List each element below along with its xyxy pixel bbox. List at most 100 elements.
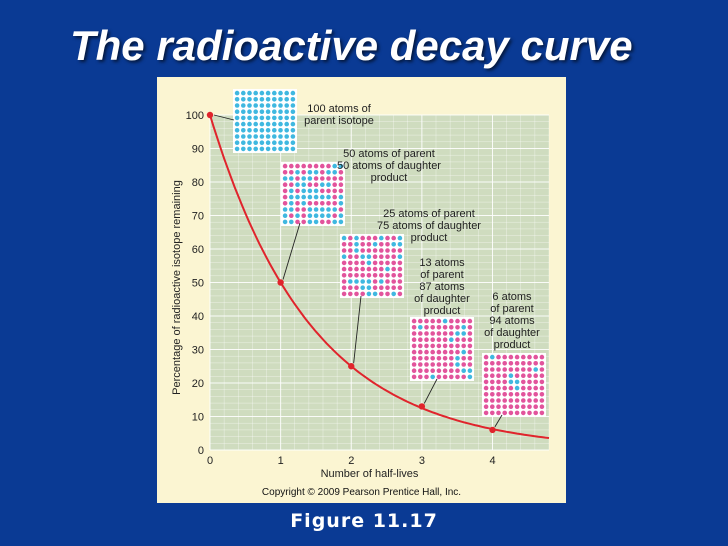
daughter-atom: [348, 235, 353, 241]
parent-atom: [284, 121, 289, 127]
daughter-atom: [436, 362, 442, 367]
parent-atom: [307, 194, 313, 200]
daughter-atom: [483, 367, 489, 372]
daughter-atom: [533, 404, 538, 410]
daughter-atom: [332, 188, 337, 194]
daughter-atom: [527, 361, 532, 366]
parent-atom: [289, 176, 294, 181]
daughter-atom: [391, 279, 396, 284]
daughter-atom: [539, 392, 545, 397]
parent-atom: [247, 97, 252, 102]
daughter-atom: [391, 260, 396, 266]
daughter-atom: [436, 331, 442, 336]
daughter-atom: [320, 219, 325, 225]
parent-atom: [259, 134, 265, 139]
parent-atom: [259, 97, 265, 102]
parent-atom: [253, 140, 258, 145]
daughter-atom: [430, 349, 436, 355]
daughter-atom: [455, 349, 460, 355]
parent-atom: [338, 163, 344, 169]
daughter-atom: [411, 325, 417, 330]
daughter-atom: [301, 170, 306, 175]
parent-atom: [278, 134, 283, 139]
parent-atom: [247, 134, 252, 139]
daughter-atom: [442, 362, 448, 367]
daughter-atom: [424, 349, 429, 355]
daughter-atom: [527, 410, 532, 416]
data-point: [206, 111, 214, 119]
parent-atom: [467, 368, 473, 374]
parent-atom: [442, 318, 448, 324]
daughter-atom: [521, 367, 526, 372]
parent-atom: [265, 146, 271, 152]
daughter-atom: [424, 331, 429, 336]
parent-atom: [234, 103, 240, 108]
daughter-atom: [348, 273, 353, 278]
daughter-atom: [391, 285, 396, 290]
daughter-atom: [424, 362, 429, 367]
parent-atom: [278, 115, 283, 121]
parent-atom: [290, 134, 296, 139]
daughter-atom: [449, 374, 454, 380]
parent-atom: [282, 213, 288, 218]
daughter-atom: [514, 404, 520, 410]
parent-atom: [307, 219, 313, 225]
daughter-atom: [338, 207, 344, 212]
daughter-atom: [379, 260, 384, 266]
parent-atom: [272, 121, 277, 127]
daughter-atom: [502, 367, 508, 372]
daughter-atom: [502, 385, 508, 391]
parent-atom: [290, 109, 296, 114]
parent-atom: [301, 176, 306, 181]
daughter-atom: [502, 361, 508, 366]
parent-atom: [247, 90, 252, 96]
daughter-atom: [360, 248, 365, 253]
parent-atom: [265, 128, 271, 133]
daughter-atom: [348, 248, 353, 253]
daughter-atom: [442, 368, 448, 374]
pointer-line: [282, 222, 301, 280]
daughter-atom: [307, 163, 313, 169]
daughter-atom: [289, 170, 294, 175]
daughter-atom: [341, 260, 347, 266]
parent-atom: [461, 331, 467, 336]
parent-atom: [253, 103, 258, 108]
daughter-atom: [502, 398, 508, 403]
daughter-atom: [338, 182, 344, 187]
y-tick-label: 30: [192, 345, 204, 357]
parent-atom: [490, 354, 495, 360]
daughter-atom: [366, 266, 372, 272]
y-tick-label: 10: [192, 412, 204, 424]
daughter-atom: [533, 379, 538, 385]
daughter-atom: [514, 367, 520, 372]
parent-atom: [301, 201, 306, 206]
parent-atom: [313, 170, 319, 175]
parent-atom: [449, 337, 454, 343]
daughter-atom: [424, 337, 429, 343]
daughter-atom: [514, 410, 520, 416]
parent-atom: [338, 219, 344, 225]
parent-atom: [278, 97, 283, 102]
parent-atom: [289, 201, 294, 206]
daughter-atom: [411, 362, 417, 367]
parent-atom: [284, 146, 289, 152]
parent-atom: [284, 90, 289, 96]
parent-atom: [514, 379, 520, 385]
parent-atom: [320, 213, 325, 218]
daughter-atom: [411, 343, 417, 349]
parent-atom: [247, 128, 252, 133]
daughter-atom: [282, 201, 288, 206]
x-tick-label: 3: [419, 455, 425, 467]
pointer-line: [494, 414, 503, 428]
daughter-atom: [467, 325, 473, 330]
daughter-atom: [436, 356, 442, 361]
parent-atom: [295, 182, 300, 187]
daughter-atom: [379, 254, 384, 259]
daughter-atom: [461, 343, 467, 349]
daughter-atom: [379, 266, 384, 272]
x-tick-label: 4: [489, 455, 495, 467]
parent-atom: [313, 188, 319, 194]
parent-atom: [247, 109, 252, 114]
parent-atom: [247, 121, 252, 127]
parent-atom: [467, 374, 473, 380]
